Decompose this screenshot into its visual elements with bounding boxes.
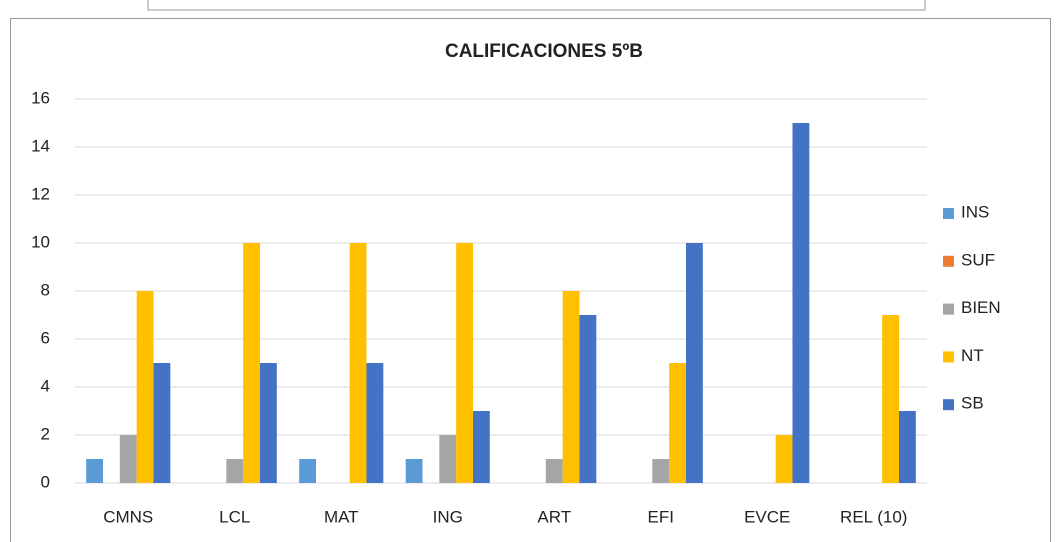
bar — [579, 315, 597, 483]
bar — [669, 363, 686, 483]
bar — [86, 459, 104, 483]
bar — [153, 363, 171, 483]
bar — [136, 291, 154, 483]
y-tick-label: 14 — [31, 136, 50, 155]
bar — [456, 243, 473, 483]
bar — [299, 459, 317, 483]
y-tick-label: 12 — [31, 184, 50, 203]
x-tick-label: REL (10) — [840, 507, 907, 526]
legend-label: BIEN — [961, 298, 1001, 317]
x-tick-label: EVCE — [744, 507, 790, 526]
bar — [685, 243, 703, 483]
legend-label: INS — [961, 202, 989, 221]
y-tick-label: 4 — [41, 376, 50, 395]
y-tick-label: 0 — [41, 472, 50, 491]
bar — [366, 363, 384, 483]
legend-swatch — [943, 399, 954, 411]
bar — [349, 243, 367, 483]
bar — [775, 435, 793, 483]
legend-label: NT — [961, 346, 984, 365]
x-tick-label: LCL — [219, 507, 250, 526]
bar — [119, 435, 137, 483]
y-tick-label: 2 — [41, 424, 50, 443]
bar — [439, 435, 457, 483]
y-tick-label: 10 — [31, 232, 50, 251]
frame-fragment — [147, 0, 926, 11]
legend-swatch — [943, 208, 954, 219]
bar — [472, 411, 490, 483]
x-tick-label: CMNS — [103, 507, 153, 526]
x-tick-label: MAT — [324, 507, 359, 526]
x-tick-label: ART — [537, 507, 571, 526]
chart-border — [10, 18, 1051, 542]
bar — [652, 459, 670, 483]
y-tick-label: 16 — [31, 88, 50, 107]
legend-swatch — [943, 303, 954, 315]
x-tick-label: ING — [433, 507, 463, 526]
legend-swatch — [943, 351, 954, 363]
y-tick-label: 6 — [41, 328, 50, 347]
bar — [259, 363, 277, 483]
bar — [405, 459, 423, 483]
bar — [882, 315, 899, 483]
bar — [226, 459, 244, 483]
bar — [898, 411, 916, 483]
chart-title: CALIFICACIONES 5ºB — [445, 41, 643, 62]
bar — [545, 459, 563, 483]
legend-label: SB — [961, 394, 984, 413]
bar — [243, 243, 260, 483]
legend-label: SUF — [961, 250, 995, 269]
y-tick-label: 8 — [41, 280, 50, 299]
legend-swatch — [943, 255, 954, 267]
bar — [562, 291, 580, 483]
bar — [792, 123, 810, 483]
x-tick-label: EFI — [648, 507, 674, 526]
